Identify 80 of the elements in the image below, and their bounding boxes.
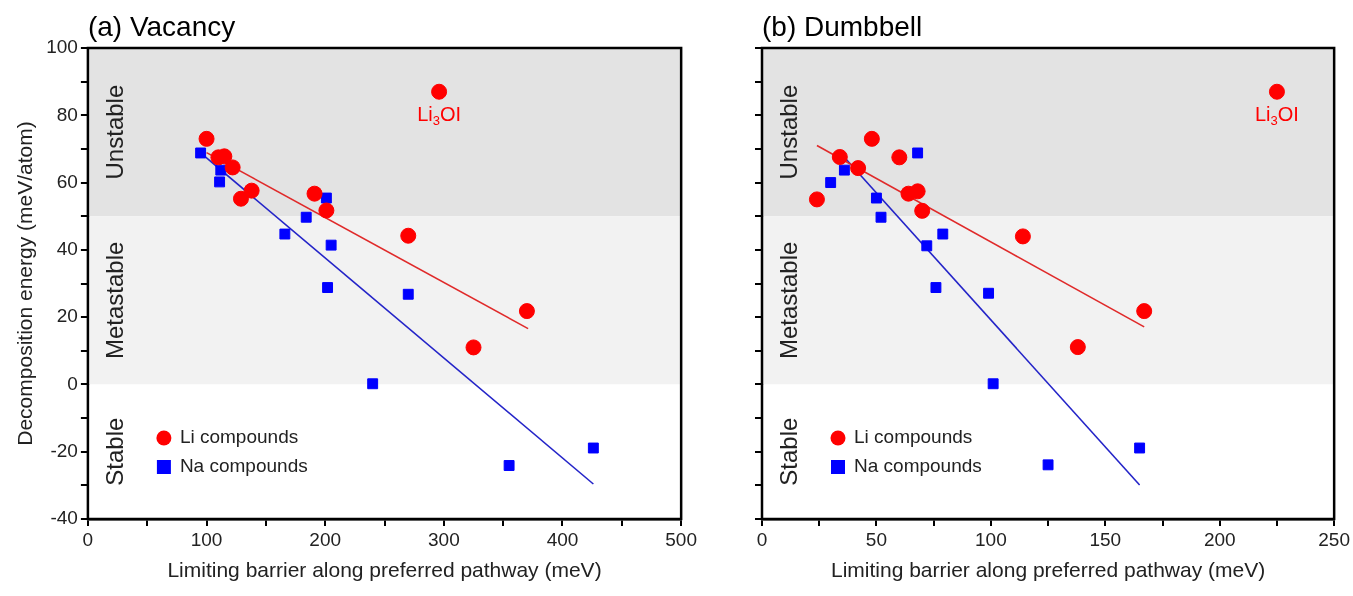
x-tick-label: 100 — [190, 528, 223, 550]
point — [1268, 83, 1285, 100]
point — [1134, 442, 1146, 454]
point — [921, 240, 933, 252]
y-tick-label: 0 — [67, 372, 78, 394]
x-tick-label: 50 — [865, 528, 887, 550]
x-tick-label: 0 — [756, 528, 768, 550]
point — [937, 228, 949, 240]
x-axis-title: Limiting barrier along preferred pathway (meV) — [830, 558, 1266, 582]
point — [503, 460, 515, 471]
chart-title: (a) Vacancy — [87, 10, 236, 42]
x-tick-label: 0 — [82, 528, 94, 550]
band-label: Stable — [100, 417, 128, 486]
point — [195, 147, 207, 159]
x-axis-title: Limiting barrier along preferred pathway (meV) — [167, 558, 602, 582]
point — [1014, 228, 1031, 245]
point — [850, 160, 867, 177]
point — [215, 164, 227, 176]
chart-title: (b) Dumbbell — [762, 10, 923, 42]
point — [983, 287, 995, 299]
band-label: Metastable — [774, 241, 802, 360]
band-label: Stable — [774, 417, 802, 486]
point — [863, 130, 880, 147]
point — [587, 442, 599, 454]
point — [518, 303, 535, 320]
point — [367, 378, 379, 390]
point — [465, 339, 482, 356]
point — [306, 185, 323, 202]
point — [870, 192, 882, 204]
point — [243, 182, 260, 199]
point — [1136, 303, 1153, 320]
point — [808, 191, 825, 208]
point — [875, 211, 887, 223]
x-tick-label: 250 — [1318, 528, 1350, 550]
y-tick-label: 20 — [56, 305, 78, 327]
point — [1042, 459, 1054, 471]
point — [825, 177, 837, 189]
legend-label: Na compounds — [854, 455, 982, 477]
point — [224, 159, 241, 176]
legend-label: Li compounds — [179, 426, 299, 448]
x-tick-label: 150 — [1089, 528, 1122, 550]
legend-label: Li compounds — [854, 426, 973, 448]
point — [838, 164, 850, 176]
y-tick-label: -40 — [50, 507, 78, 529]
point — [318, 202, 335, 219]
x-tick-label: 400 — [546, 528, 579, 550]
point — [214, 176, 226, 188]
point — [987, 378, 999, 390]
y-tick-label: 40 — [56, 238, 78, 260]
x-tick-label: 100 — [975, 528, 1007, 550]
point — [1069, 339, 1086, 356]
y-tick-label: 60 — [56, 170, 78, 192]
point — [431, 83, 448, 100]
point — [325, 239, 337, 251]
y-axis-title: Decomposition energy (meV/atom) — [13, 121, 37, 446]
point — [831, 149, 848, 165]
legend-label: Na compounds — [179, 455, 308, 477]
point — [914, 202, 931, 219]
point — [930, 282, 942, 293]
point — [909, 183, 926, 200]
band-label: Unstable — [100, 84, 128, 180]
point — [400, 227, 417, 244]
band-label: Unstable — [774, 84, 802, 180]
point — [300, 211, 312, 223]
x-tick-label: 500 — [665, 528, 697, 550]
y-tick-label: 80 — [56, 103, 78, 125]
x-tick-label: 300 — [428, 528, 460, 550]
point — [232, 190, 249, 207]
point — [279, 228, 291, 240]
y-tick-label: -20 — [50, 439, 78, 461]
x-tick-label: 200 — [1203, 528, 1236, 550]
point — [322, 282, 334, 293]
y-tick-label: 100 — [46, 36, 78, 58]
point — [198, 130, 215, 147]
band-label: Metastable — [100, 241, 128, 360]
x-tick-label: 200 — [309, 528, 342, 550]
point — [320, 192, 332, 204]
point — [912, 147, 924, 159]
point — [891, 149, 908, 166]
point — [402, 288, 414, 300]
